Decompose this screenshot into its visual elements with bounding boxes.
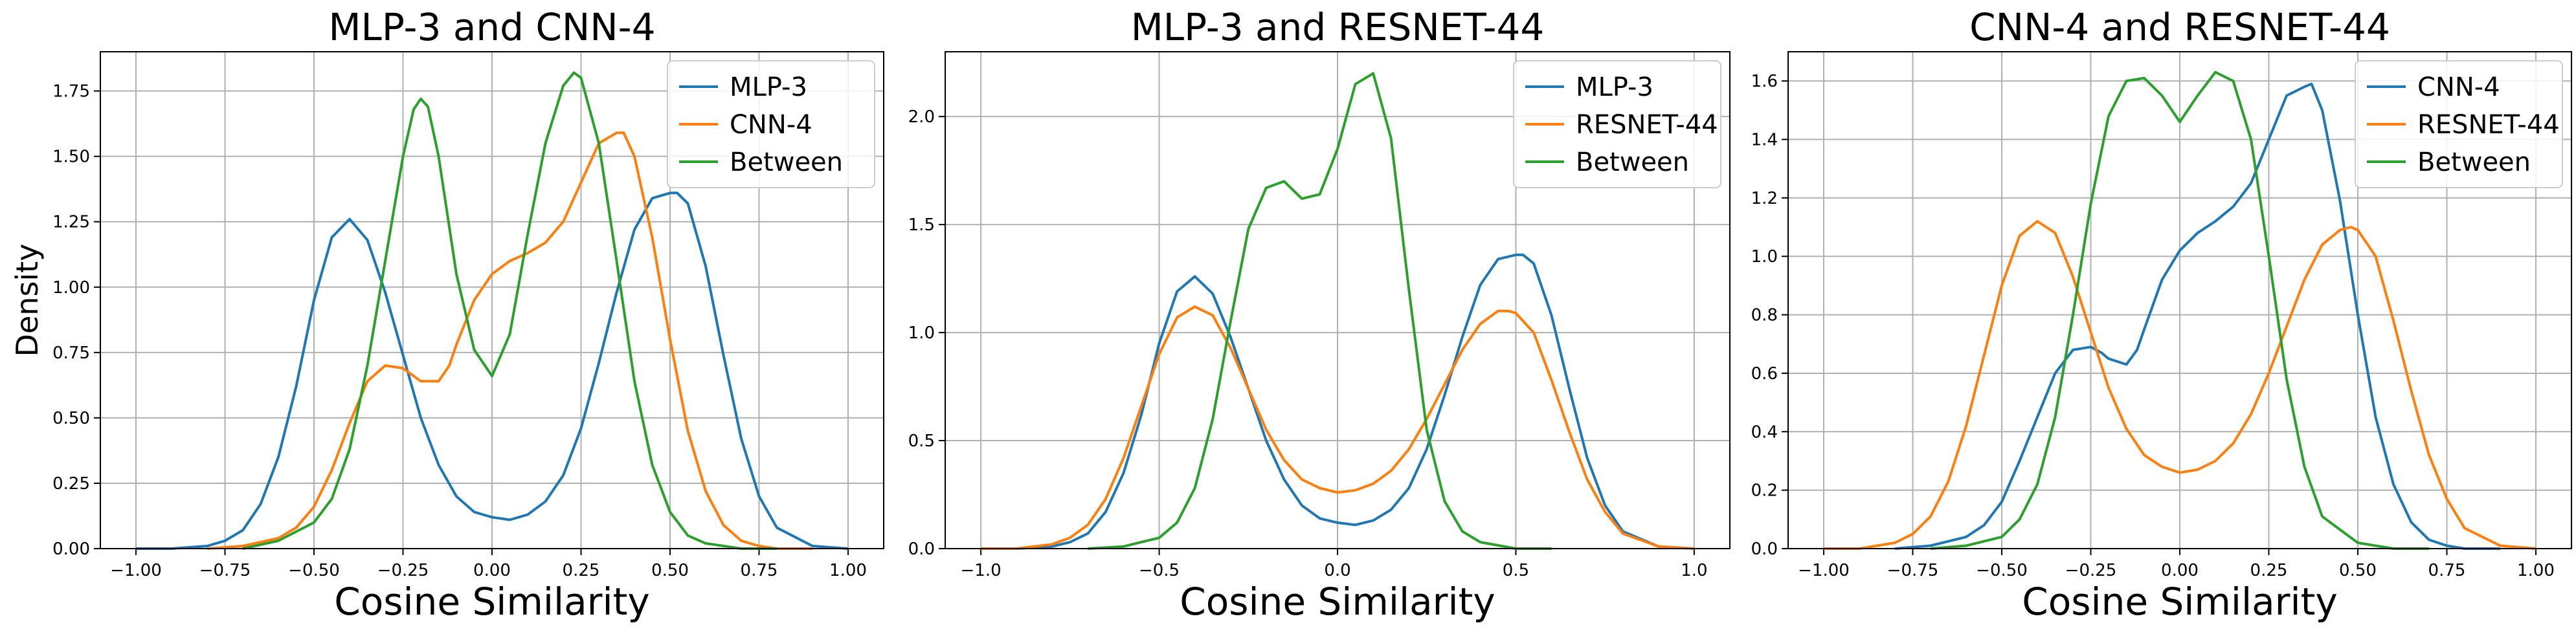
chart-title: CNN-4 and RESNET-44 (1969, 5, 2390, 49)
x-tick-label: 0.75 (2428, 561, 2466, 580)
x-tick-label: 0.25 (563, 561, 600, 580)
series-line-between (1930, 71, 2429, 550)
y-tick-label: 1.5 (908, 215, 935, 235)
x-tick-label: −1.00 (110, 561, 162, 580)
x-tick-label: −0.50 (288, 561, 340, 580)
chart-panel-3: −1.00 −0.75 −0.50 −0.25 0.00 0.25 0.50 0.75 1.00… (1751, 5, 2572, 624)
y-tick-label: 1.25 (52, 213, 90, 232)
x-axis-title: Cosine Similarity (334, 580, 649, 624)
legend: MLP-3 CNN-4 Between (667, 60, 875, 188)
series-line-cnn-4 (207, 131, 812, 550)
x-tick-label: −0.25 (377, 561, 429, 580)
x-tick-label: 0.50 (2339, 561, 2377, 580)
legend-label: RESNET-44 (1576, 110, 1718, 140)
x-tick-label: 0.00 (2161, 561, 2199, 580)
y-tick-label: 0.50 (52, 409, 90, 428)
x-tick-label: −0.75 (199, 561, 251, 580)
x-tick-label: −1.0 (961, 561, 1002, 580)
y-tick-label: 0.5 (908, 432, 935, 451)
series-line-between (1088, 72, 1552, 550)
y-tick-label: 0.0 (1751, 540, 1778, 559)
legend: CNN-4 RESNET-44 Between (2355, 60, 2563, 188)
x-tick-label: −0.25 (2065, 561, 2117, 580)
y-tick-label: 0.6 (1751, 364, 1778, 384)
x-tick-label: 0.0 (1324, 561, 1350, 580)
y-tick-label: 0.00 (52, 540, 90, 559)
x-tick-label: 1.00 (829, 561, 867, 580)
series-line-resnet-44 (1824, 220, 2537, 550)
y-tick-label: 2.0 (908, 107, 935, 127)
legend-label: MLP-3 (1576, 72, 1653, 102)
x-tick-label: −0.75 (1887, 561, 1939, 580)
y-tick-label: 1.6 (1751, 72, 1778, 91)
legend-label: Between (730, 148, 843, 177)
series-line-cnn-4 (1894, 82, 2500, 550)
y-tick-label: 0.0 (908, 540, 935, 559)
legend-label: Between (2417, 148, 2531, 177)
axes-frame (1787, 51, 2572, 549)
y-tick-label: 0.25 (52, 474, 90, 494)
y-axis-title: Density (10, 244, 45, 357)
legend-label: CNN-4 (2417, 72, 2500, 102)
x-tick-label: −0.50 (1976, 561, 2028, 580)
y-tick-label: 0.4 (1751, 422, 1778, 442)
y-tick-label: 1.00 (52, 278, 90, 298)
y-tick-label: 1.50 (52, 148, 90, 167)
series-line-mlp-3 (981, 253, 1695, 550)
series-line-resnet-44 (981, 305, 1695, 550)
x-tick-label: 0.5 (1503, 561, 1529, 580)
legend-box (2355, 60, 2563, 188)
chart-panel-2: −1.0 −0.5 0.0 0.5 1.0 0.0 0.5 1.0 1.5 2.0 MLP-3 an… (908, 5, 1730, 624)
x-tick-label: 1.0 (1681, 561, 1707, 580)
y-tick-label: 1.4 (1751, 131, 1778, 150)
y-tick-label: 1.0 (1751, 247, 1778, 267)
x-tick-label: 1.00 (2517, 561, 2555, 580)
legend-label: Between (1576, 148, 1689, 177)
legend: MLP-3 RESNET-44 Between (1513, 60, 1721, 188)
series-line-between (242, 71, 777, 550)
legend-box (667, 60, 875, 188)
series-line-mlp-3 (136, 191, 849, 550)
y-tick-label: 1.2 (1751, 189, 1778, 208)
x-tick-label: 0.25 (2250, 561, 2288, 580)
legend-label: RESNET-44 (2417, 110, 2560, 140)
axes-frame (945, 51, 1730, 549)
y-tick-label: 0.2 (1751, 481, 1778, 501)
chart-panel-1: −1.00 −0.75 −0.50 −0.25 0.00 0.25 0.50 0.75 1.00… (10, 5, 884, 624)
x-tick-label: −0.5 (1139, 561, 1180, 580)
y-tick-label: 0.8 (1751, 306, 1778, 325)
x-tick-label: 0.75 (741, 561, 778, 580)
legend-label: MLP-3 (730, 72, 807, 102)
legend-box (1513, 60, 1721, 188)
x-tick-label: −1.00 (1798, 561, 1850, 580)
x-tick-label: 0.00 (473, 561, 511, 580)
x-tick-label: 0.50 (651, 561, 689, 580)
y-tick-label: 1.0 (908, 323, 935, 343)
y-tick-label: 1.75 (52, 82, 90, 102)
chart-title: MLP-3 and CNN-4 (329, 5, 656, 49)
legend-label: CNN-4 (730, 110, 812, 140)
axes-frame (100, 51, 884, 549)
x-axis-title: Cosine Similarity (2022, 580, 2337, 624)
y-tick-label: 0.75 (52, 344, 90, 363)
x-axis-title: Cosine Similarity (1180, 580, 1495, 624)
chart-title: MLP-3 and RESNET-44 (1131, 5, 1545, 49)
